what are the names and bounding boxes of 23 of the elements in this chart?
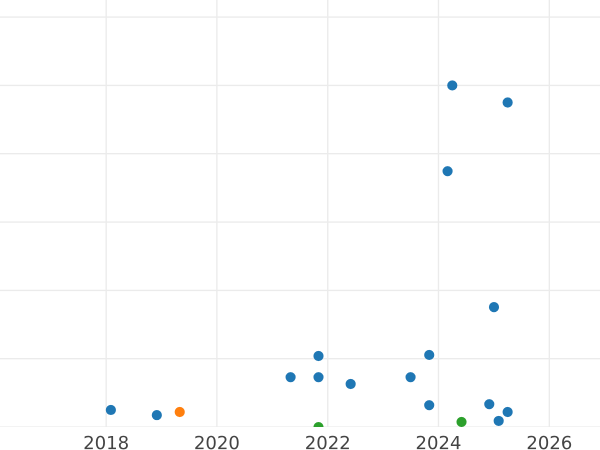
point bbox=[286, 372, 296, 382]
point bbox=[502, 97, 513, 108]
point bbox=[456, 416, 467, 428]
point bbox=[447, 80, 458, 90]
point bbox=[174, 406, 185, 418]
x-tick-label: 2026 bbox=[528, 436, 572, 450]
point bbox=[152, 410, 162, 420]
point bbox=[313, 350, 324, 362]
x-tick-label: 2022 bbox=[306, 436, 349, 450]
point bbox=[424, 400, 434, 410]
point bbox=[442, 166, 453, 176]
point bbox=[494, 416, 504, 426]
point bbox=[405, 372, 416, 382]
point bbox=[346, 378, 356, 390]
point bbox=[502, 406, 513, 418]
point bbox=[106, 404, 116, 416]
x-tick-label: 2020 bbox=[195, 436, 239, 450]
point bbox=[424, 350, 434, 360]
x-tick-label: 2024 bbox=[416, 436, 460, 450]
x-tick-label: 2018 bbox=[84, 436, 128, 450]
point bbox=[484, 399, 494, 410]
point bbox=[488, 302, 500, 312]
point bbox=[313, 372, 324, 382]
